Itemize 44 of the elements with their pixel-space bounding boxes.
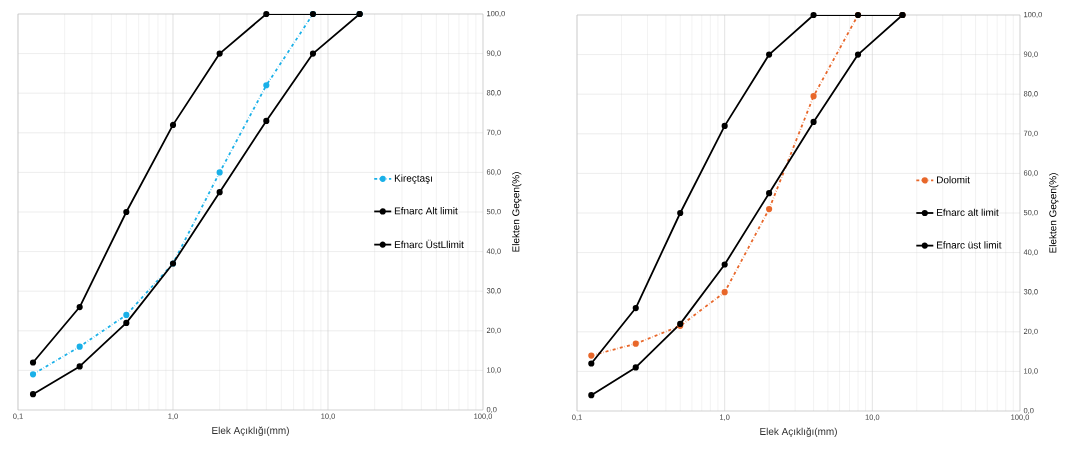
legend-label: Kireçtaşı: [394, 174, 432, 184]
legend-label: Efnarc ÜstLlimit: [394, 239, 464, 249]
point: [810, 11, 817, 19]
point: [588, 392, 595, 399]
point: [76, 303, 83, 311]
point: [216, 50, 223, 57]
point: [263, 10, 270, 18]
point: [588, 352, 595, 359]
point: [810, 118, 817, 126]
point: [309, 50, 317, 57]
point: [29, 359, 37, 366]
y-axis-title: Elekten Geçen(%): [1049, 173, 1059, 253]
point: [766, 51, 773, 58]
point: [169, 121, 177, 128]
point: [766, 205, 773, 213]
legend-label: Efnarc alt limit: [937, 208, 999, 216]
point: [123, 319, 130, 326]
x-axis-title: Elek Açıklığı(mm): [760, 427, 837, 437]
legend-label: Efnarc üst limit: [937, 241, 1002, 249]
point: [216, 169, 223, 176]
point: [632, 304, 639, 312]
point: [216, 189, 223, 196]
point: [123, 208, 130, 216]
point: [29, 371, 37, 378]
point: [677, 209, 684, 217]
point: [632, 340, 639, 347]
point: [721, 122, 728, 129]
x-axis-title: Elek Açıklığı(mm): [212, 426, 289, 436]
point: [721, 261, 728, 268]
legend-label: Dolomit: [937, 176, 970, 184]
point: [810, 93, 817, 100]
y-axis-title: Elekten Geçen(%): [512, 172, 522, 252]
point: [721, 289, 728, 296]
legend-label: Efnarc Alt limit: [394, 207, 458, 215]
point: [76, 343, 83, 350]
point: [29, 391, 37, 398]
point: [76, 363, 83, 370]
point: [632, 364, 639, 371]
point: [123, 311, 130, 319]
point: [263, 117, 270, 125]
point: [263, 82, 270, 89]
point: [588, 360, 595, 367]
point: [766, 190, 773, 197]
point: [854, 51, 862, 58]
